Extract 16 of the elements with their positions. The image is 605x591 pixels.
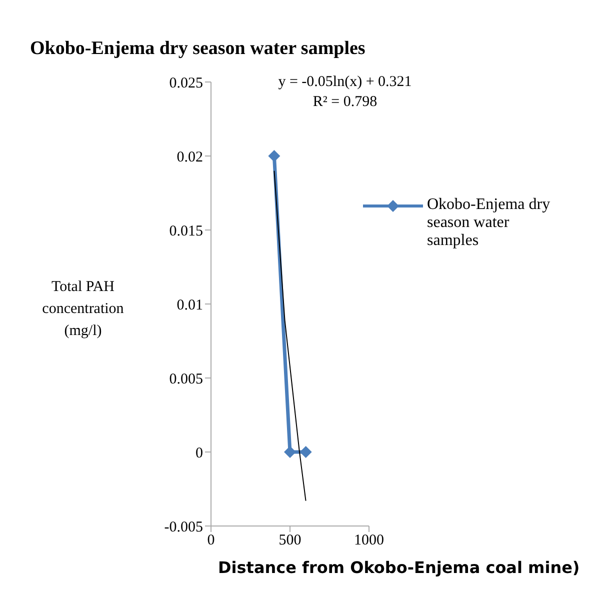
y-tick-label: 0 bbox=[196, 445, 203, 462]
y-tick-label: 0.005 bbox=[169, 371, 203, 388]
y-axis-title: Total PAH concentration (mg/l) bbox=[41, 278, 125, 341]
y-tick-label: -0.005 bbox=[164, 519, 203, 536]
y-tick-label: 0.025 bbox=[169, 75, 203, 92]
annotation: y = -0.05ln(x) + 0.321 bbox=[277, 73, 413, 92]
x-axis-title: Distance from Okobo-Enjema coal mine) bbox=[218, 558, 580, 577]
y-tick-label: 0.01 bbox=[176, 297, 203, 314]
x-tick-label: 500 bbox=[278, 532, 302, 549]
y-tick-label: 0.015 bbox=[169, 223, 203, 240]
x-tick-label: 1000 bbox=[354, 532, 384, 549]
annotation: R² = 0.798 bbox=[312, 93, 378, 112]
legend-label: Okobo-Enjema dry season water samples bbox=[427, 196, 552, 250]
x-tick-label: 0 bbox=[207, 532, 215, 549]
y-tick-label: 0.02 bbox=[176, 149, 203, 166]
chart-title: Okobo-Enjema dry season water samples bbox=[30, 38, 366, 60]
